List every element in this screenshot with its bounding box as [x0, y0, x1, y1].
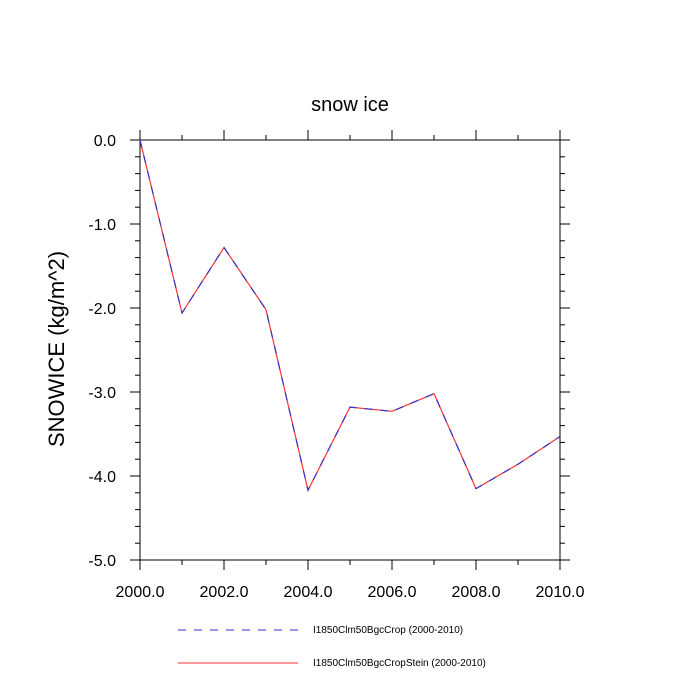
axis-ticks — [130, 130, 570, 570]
legend: I1850Clm50BgcCrop (2000-2010) I1850Clm50… — [178, 625, 486, 669]
x-tick-label: 2010.0 — [536, 584, 585, 601]
y-tick-label: -1.0 — [88, 217, 116, 234]
series-line-0 — [139, 139, 561, 493]
series-lines — [139, 139, 561, 493]
y-tick-label: -5.0 — [88, 553, 116, 570]
x-tick-label: 2006.0 — [368, 584, 417, 601]
y-tick-label: 0.0 — [94, 133, 116, 150]
legend-label-crop: I1850Clm50BgcCrop (2000-2010) — [313, 625, 463, 636]
series-line-1 — [139, 139, 561, 493]
y-axis-label: SNOWICE (kg/m^2) — [44, 251, 69, 447]
y-tick-label: -3.0 — [88, 385, 116, 402]
x-tick-label: 2008.0 — [452, 584, 501, 601]
axis-tick-labels: 2000.0 2002.0 2004.0 2006.0 2008.0 2010.0 0.0 -… — [88, 133, 584, 601]
chart-title: snow ice — [311, 94, 389, 116]
legend-label-crop-stein: I1850Clm50BgcCropStein (2000-2010) — [313, 658, 486, 669]
x-tick-label: 2004.0 — [284, 584, 333, 601]
x-tick-label: 2000.0 — [116, 584, 165, 601]
plot-frame — [139, 139, 561, 561]
x-tick-label: 2002.0 — [200, 584, 249, 601]
y-tick-label: -2.0 — [88, 301, 116, 318]
y-tick-label: -4.0 — [88, 469, 116, 486]
plot-area — [139, 139, 561, 561]
